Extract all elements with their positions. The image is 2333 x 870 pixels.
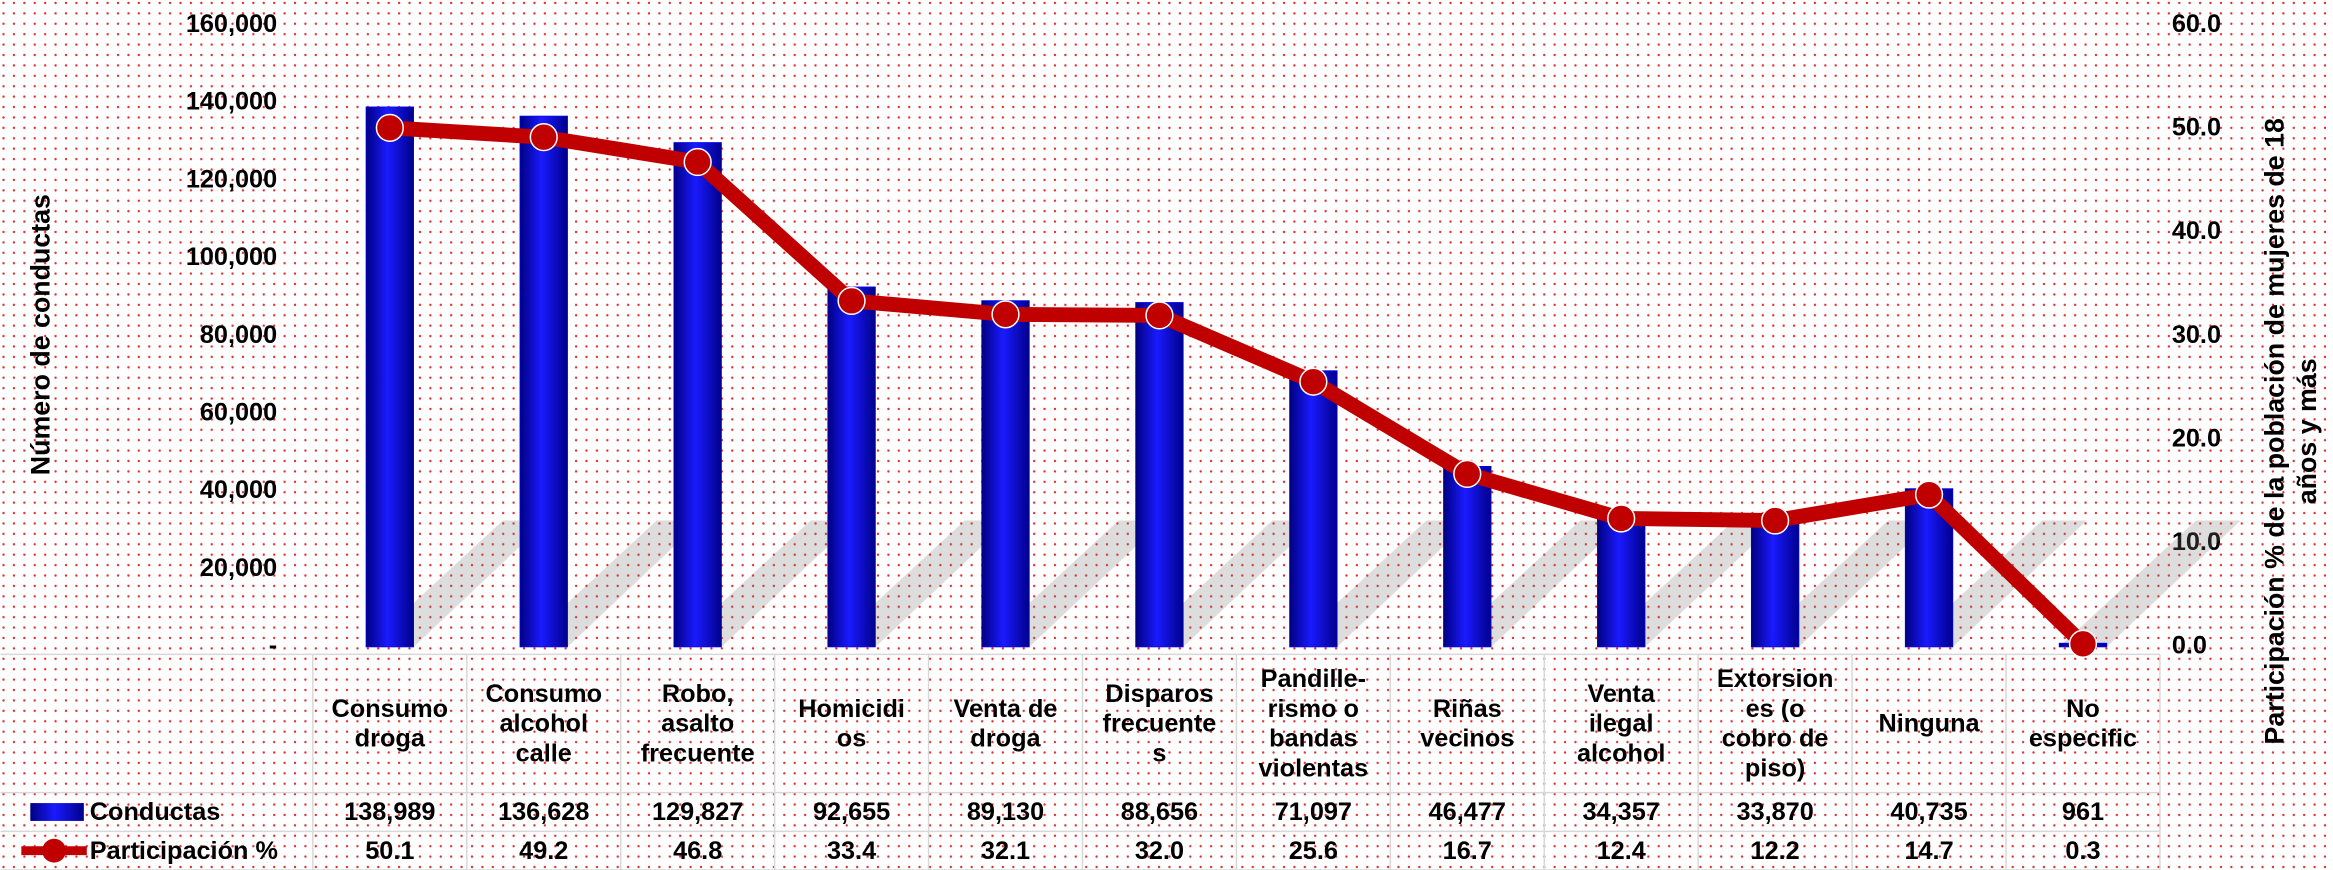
table-value: 138,989 [344,798,435,826]
table-value: 12.2 [1751,837,1800,865]
category-label: Riñas vecinos [1420,693,1515,752]
category-label: Extorsion es (o cobro de piso) [1716,664,1834,782]
y2-tick-label: 50.0 [2172,114,2221,142]
bar [1289,370,1338,648]
bar [1135,302,1184,648]
y-tick-label: 120,000 [186,165,277,193]
line-point [1914,480,1944,509]
y-axis-label-box: Número de conductas [25,194,56,476]
y2-tick-label: 60.0 [2172,10,2221,38]
category-label: Consumo alcohol calle [485,678,603,767]
table-value: 40,735 [1890,798,1967,826]
legend-label: Participación % [90,837,278,865]
line [389,120,2089,650]
category-label: Venta de droga [953,693,1058,752]
category-label-box: Riñas vecinos [1420,693,1515,752]
line-point [1299,367,1328,396]
table-value: 88,656 [1121,798,1198,826]
line-point [1453,459,1482,489]
line-point [1145,301,1174,330]
y2-tick-label: 20.0 [2172,424,2221,452]
category-label: No especific [2028,693,2138,752]
category-label-box: Homicidi os [798,693,905,752]
y2-tick-label: 40.0 [2172,217,2221,245]
line-point [991,300,1020,329]
category-label: Venta ilegal alcohol [1576,678,1666,767]
y-tick-label: - [269,632,277,660]
table-value: 33,870 [1736,798,1813,826]
table-value: 0.3 [2065,837,2100,865]
y-tick-label: 60,000 [200,398,277,426]
table-value: 50.1 [365,837,414,865]
category-label: Consumo droga [331,693,449,752]
y-tick-label: 140,000 [186,88,277,116]
line-point [1761,506,1790,535]
category-label: Robo, asalto frecuente [640,678,755,767]
table-value: 46,477 [1429,798,1506,826]
table-value: 16.7 [1443,837,1492,865]
category-label: Disparos frecuente s [1102,678,1217,767]
y-tick-label: 160,000 [186,10,277,38]
category-label-box: Ninguna [1878,708,1980,737]
table-value: 49.2 [519,837,568,865]
table-value: 32.0 [1135,837,1184,865]
y2-tick-label: 0.0 [2172,632,2207,660]
table-value: 32.1 [981,837,1030,865]
table-value: 14.7 [1904,837,1953,865]
category-label-box: Disparos frecuente s [1102,678,1217,767]
line-point [375,113,404,142]
table-value: 33.4 [827,837,876,865]
table-value: 25.6 [1289,837,1338,865]
legend-key [30,803,84,821]
legend-key [42,838,66,863]
table-value: 12.4 [1597,837,1646,865]
y-tick-label: 80,000 [200,321,277,349]
y-tick-label: 20,000 [200,554,277,582]
y-tick-label: 100,000 [186,243,277,271]
category-label-box: Pandille- rismo o bandas violentas [1258,664,1369,782]
table-value: 961 [2062,798,2104,826]
bar [519,115,568,648]
table-value: 129,827 [652,798,743,826]
category-label-box: Consumo droga [331,693,449,752]
category-label-box: No especific [2028,693,2138,752]
bar [673,142,722,648]
y2-tick-label: 30.0 [2172,321,2221,349]
bar-shadow [2059,520,2241,647]
table-value: 89,130 [967,798,1044,826]
table-value: 46.8 [673,837,722,865]
line-point [837,286,866,316]
line-point [1607,504,1636,533]
line-point [529,123,558,152]
category-label-box: Venta ilegal alcohol [1576,678,1666,767]
category-label-box: Extorsion es (o cobro de piso) [1716,664,1834,782]
y2-tick-label: 10.0 [2172,528,2221,556]
bar [1750,514,1800,648]
bar [365,106,414,648]
table-value: 92,655 [813,798,890,826]
table-value: 136,628 [498,798,589,826]
legend-label: Conductas [90,798,221,826]
table-value: 34,357 [1583,798,1660,826]
line-point [2068,629,2098,658]
category-label-box: Robo, asalto frecuente [640,678,755,767]
category-label-box: Consumo alcohol calle [485,678,603,767]
category-label: Ninguna [1878,708,1980,737]
category-label: Pandille- rismo o bandas violentas [1258,664,1369,782]
bar [827,286,876,648]
table-value: 71,097 [1275,798,1352,826]
bar [1597,513,1646,648]
y2-axis-label-box: Participación % de la población de mujer… [2259,118,2323,745]
y-tick-label: 40,000 [200,476,277,504]
category-label-box: Venta de droga [953,693,1058,752]
y2-axis-label: Participación % de la población de mujer… [2259,118,2323,745]
line-point [683,147,712,177]
bar [981,300,1030,648]
bar [1443,465,1492,648]
category-label: Homicidi os [798,693,905,752]
y-axis-label: Número de conductas [25,194,56,476]
